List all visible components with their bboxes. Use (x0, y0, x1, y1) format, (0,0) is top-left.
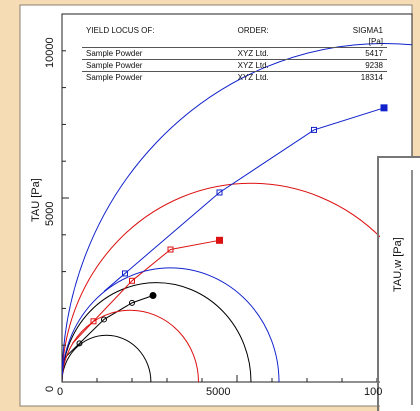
y-tick-label: 5000 (44, 202, 56, 226)
table-cell: 9238 (311, 60, 387, 72)
table-cell: 18314 (311, 72, 387, 84)
x-tick-label: 5000 (206, 386, 230, 398)
y-axis-label: TAU [Pa] (30, 178, 42, 222)
table-row: Sample Powder XYZ Ltd. 18314 (82, 72, 387, 84)
data-point-marker (217, 237, 223, 243)
x-tick-label: 100 (364, 386, 382, 398)
y-tick-label: 0 (44, 386, 56, 392)
table-row: Sample Powder XYZ Ltd. 5417 (82, 48, 387, 60)
table-cell: XYZ Ltd. (234, 60, 312, 72)
second-panel-y-axis-label: TAU,w [Pa] (392, 237, 404, 292)
data-point-marker (381, 105, 387, 111)
table-cell: Sample Powder (82, 48, 234, 60)
table-cell: Sample Powder (82, 72, 234, 84)
table-unit: [Pa] (311, 36, 387, 48)
table-cell: XYZ Ltd. (234, 48, 312, 60)
table-cell: XYZ Ltd. (234, 72, 312, 84)
x-tick-label: 0 (57, 386, 63, 398)
table-cell: Sample Powder (82, 60, 234, 72)
table-row: Sample Powder XYZ Ltd. 9238 (82, 60, 387, 72)
table-header-order: ORDER: (234, 24, 312, 36)
table-header-sigma1: SIGMA1 (311, 24, 387, 36)
table-cell: 5417 (311, 48, 387, 60)
table-header-yield-locus: YIELD LOCUS OF: (82, 24, 234, 36)
data-point-marker (150, 293, 156, 299)
yield-locus-table: YIELD LOCUS OF: ORDER: SIGMA1 [Pa] Sampl… (82, 24, 387, 83)
y-tick-label: 10000 (44, 37, 56, 68)
